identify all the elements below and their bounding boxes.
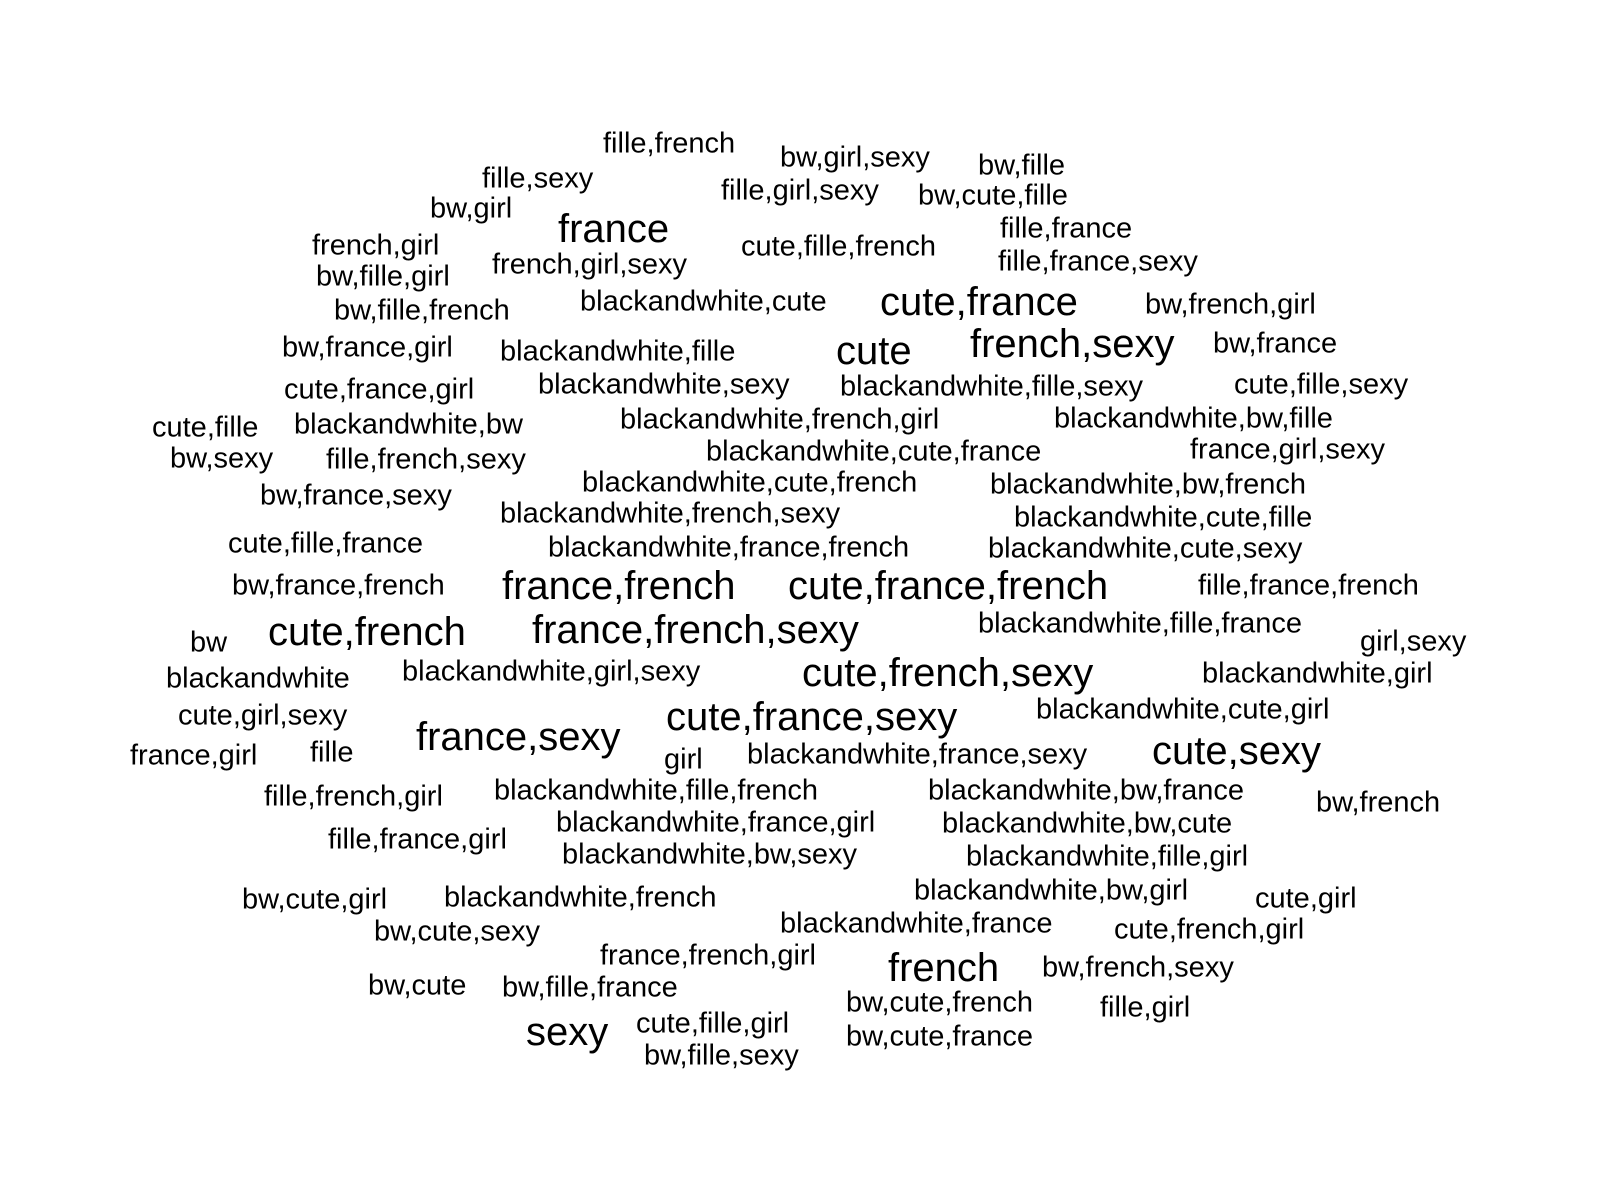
cloud-word: fille,girl [1100, 991, 1191, 1024]
cloud-word: blackandwhite,fille,girl [966, 840, 1249, 873]
cloud-word: blackandwhite,fille,french [494, 774, 819, 807]
cloud-word: france [558, 207, 670, 251]
cloud-word: blackandwhite,bw,french [990, 468, 1306, 501]
cloud-word: cute,fille,sexy [1234, 368, 1409, 401]
cloud-word: blackandwhite,girl,sexy [402, 655, 701, 688]
cloud-word: cute,france,girl [284, 373, 475, 406]
cloud-word: cute,girl,sexy [178, 699, 348, 732]
cloud-word: blackandwhite,french,sexy [500, 497, 841, 530]
cloud-word: cute,girl [1255, 882, 1357, 915]
cloud-word: cute,france [880, 280, 1078, 324]
cloud-word: bw,girl [430, 192, 513, 225]
cloud-word: girl [664, 743, 703, 776]
cloud-word: fille,france,french [1198, 569, 1419, 602]
cloud-word: bw,cute,girl [242, 883, 388, 916]
cloud-word: blackandwhite,cute,french [582, 466, 918, 499]
cloud-word: blackandwhite,bw,cute [942, 807, 1233, 840]
cloud-word: bw,french,girl [1145, 288, 1316, 321]
cloud-word: bw,cute [368, 969, 467, 1002]
cloud-word: blackandwhite,cute,sexy [988, 532, 1303, 565]
cloud-word: bw,cute,fille [918, 179, 1068, 212]
cloud-word: blackandwhite,cute [580, 285, 827, 318]
cloud-word: bw,france [1213, 327, 1338, 360]
cloud-word: french,girl [312, 229, 440, 262]
cloud-word: french,girl,sexy [492, 248, 688, 281]
cloud-word: blackandwhite,fille [500, 335, 736, 368]
cloud-word: blackandwhite,bw,fille [1054, 402, 1333, 435]
cloud-word: blackandwhite,france,sexy [747, 738, 1088, 771]
cloud-word: sexy [526, 1010, 609, 1054]
cloud-word: fille,france,sexy [998, 245, 1198, 278]
cloud-word: cute,fille [152, 411, 259, 444]
cloud-word: fille,girl,sexy [721, 174, 879, 207]
cloud-word: bw,fille,france [502, 971, 678, 1004]
cloud-word: fille,french,sexy [326, 443, 526, 476]
cloud-word: bw,fille,girl [316, 260, 450, 293]
cloud-word: girl,sexy [1360, 625, 1467, 658]
cloud-word: blackandwhite,bw,france [928, 774, 1244, 807]
cloud-word: bw,french [1316, 786, 1441, 819]
cloud-word: fille,france [1000, 212, 1133, 245]
cloud-word: bw,france,sexy [260, 479, 452, 512]
cloud-word: blackandwhite,sexy [538, 368, 790, 401]
cloud-word: blackandwhite,france,girl [556, 806, 876, 839]
cloud-word: blackandwhite,french [444, 881, 717, 914]
cloud-word: bw,cute,france [846, 1020, 1033, 1053]
cloud-word: bw,sexy [170, 442, 274, 475]
cloud-word: cute [836, 329, 912, 373]
cloud-word: blackandwhite,bw,sexy [562, 838, 857, 871]
cloud-word: french [888, 946, 1000, 990]
cloud-word: blackandwhite,france [780, 907, 1053, 940]
cloud-word: bw [190, 626, 228, 659]
cloud-word: cute,fille,french [741, 230, 937, 263]
cloud-word: blackandwhite,fille,sexy [840, 370, 1144, 403]
cloud-word: france,girl,sexy [1190, 433, 1386, 466]
cloud-word: bw,cute,sexy [374, 915, 541, 948]
cloud-word: french,sexy [970, 322, 1175, 366]
cloud-word: bw,french,sexy [1042, 951, 1234, 984]
cloud-word: cute,sexy [1152, 729, 1321, 773]
cloud-word: bw,fille,sexy [644, 1039, 799, 1072]
cloud-word: blackandwhite [166, 662, 350, 695]
cloud-word: cute,french,sexy [802, 651, 1094, 695]
cloud-word: fille,france,girl [328, 823, 507, 856]
cloud-word: blackandwhite,cute,france [706, 435, 1042, 468]
cloud-word: france,sexy [416, 715, 621, 759]
cloud-word: bw,girl,sexy [780, 141, 930, 174]
cloud-word: france,french,sexy [532, 608, 859, 652]
cloud-word: blackandwhite,fille,france [978, 607, 1303, 640]
cloud-word: fille,sexy [482, 162, 594, 195]
cloud-word: fille,french,girl [264, 780, 443, 813]
cloud-word: cute,fille,france [228, 527, 424, 560]
cloud-word: blackandwhite,cute,fille [1014, 501, 1313, 534]
cloud-word: cute,french [268, 610, 466, 654]
cloud-word: cute,french,girl [1114, 913, 1305, 946]
cloud-word: france,french [502, 564, 736, 608]
cloud-word: blackandwhite,bw,girl [914, 874, 1189, 907]
cloud-word: bw,france,french [232, 569, 445, 602]
cloud-word: cute,france,french [788, 564, 1109, 608]
cloud-word: fille,french [603, 127, 736, 160]
cloud-word: bw,fille [978, 149, 1066, 182]
cloud-word: bw,fille,french [334, 294, 510, 327]
cloud-word: bw,cute,french [846, 986, 1033, 1019]
cloud-word: cute,france,sexy [666, 695, 958, 739]
cloud-word: bw,france,girl [282, 331, 453, 364]
cloud-word: blackandwhite,bw [294, 408, 523, 441]
cloud-word: france,girl [130, 739, 258, 772]
cloud-word: fille [310, 736, 354, 769]
cloud-word: blackandwhite,french,girl [620, 403, 940, 436]
cloud-word: blackandwhite,girl [1202, 657, 1433, 690]
cloud-word: blackandwhite,cute,girl [1036, 693, 1330, 726]
cloud-word: blackandwhite,france,french [548, 531, 910, 564]
cloud-word: cute,fille,girl [636, 1007, 790, 1040]
cloud-word: france,french,girl [600, 939, 816, 972]
